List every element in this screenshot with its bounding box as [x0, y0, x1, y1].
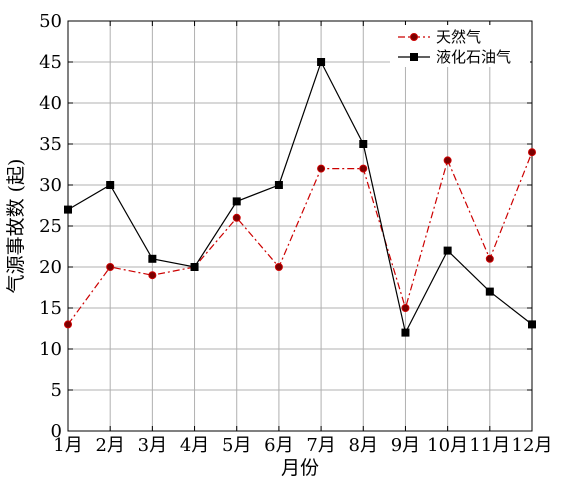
y-tick-label: 35 — [39, 134, 62, 155]
grid — [68, 21, 532, 431]
y-tick-label: 25 — [39, 216, 62, 237]
x-tick-label: 9月 — [391, 435, 420, 456]
data-point-lpg — [443, 246, 452, 255]
data-point-natural-gas — [401, 304, 410, 312]
x-tick-label: 8月 — [349, 435, 378, 456]
data-point-lpg — [401, 328, 410, 337]
x-tick-label: 7月 — [306, 435, 335, 456]
data-point-natural-gas — [64, 320, 72, 329]
legend: 天然气 液化石油气 — [390, 25, 530, 67]
x-tick-label: 2月 — [95, 435, 124, 456]
data-point-lpg — [317, 58, 326, 66]
legend-marker-natural-gas — [410, 33, 418, 41]
data-point-natural-gas — [274, 263, 283, 271]
y-tick-label: 0 — [51, 421, 62, 442]
y-axis: 0 5 10 15 20 25 30 35 40 45 50 — [39, 11, 532, 442]
series-line-natural-gas — [67, 151, 533, 325]
x-tick-label: 10月 — [427, 435, 468, 456]
x-axis-title: 月份 — [281, 457, 319, 479]
data-point-lpg — [274, 181, 283, 189]
x-tick-label: 5月 — [222, 435, 251, 456]
y-tick-label: 50 — [39, 11, 62, 32]
data-point-lpg — [64, 205, 72, 214]
data-point-lpg — [190, 263, 199, 271]
x-tick-label: 1月 — [53, 435, 82, 456]
y-tick-label: 45 — [39, 52, 62, 73]
x-tick-label: 6月 — [264, 435, 293, 456]
x-tick-label: 11月 — [469, 435, 510, 456]
legend-label-lpg: 液化石油气 — [436, 48, 511, 66]
data-point-natural-gas — [317, 164, 326, 173]
series-line-lpg — [67, 60, 533, 335]
y-tick-label: 40 — [39, 93, 62, 114]
y-tick-label: 15 — [39, 298, 62, 319]
x-axis: 1月 2月 3月 4月 5月 6月 7月 8月 9月 10月 11月 12月 — [53, 21, 552, 456]
x-tick-label: 12月 — [512, 435, 553, 456]
data-point-lpg — [528, 320, 536, 329]
data-point-natural-gas — [106, 263, 115, 271]
y-tick-label: 5 — [51, 380, 62, 401]
series-lpg — [64, 58, 536, 337]
data-point-natural-gas — [485, 254, 494, 263]
data-point-natural-gas — [148, 271, 157, 280]
data-point-lpg — [485, 287, 494, 296]
legend-marker-lpg — [410, 53, 418, 61]
data-point-natural-gas — [232, 213, 241, 222]
y-tick-label: 20 — [39, 257, 62, 278]
data-point-lpg — [148, 254, 157, 263]
data-point-natural-gas — [359, 164, 368, 173]
series-group — [64, 58, 536, 337]
data-point-natural-gas — [443, 156, 452, 165]
y-tick-label: 30 — [39, 175, 62, 196]
x-tick-label: 3月 — [138, 435, 167, 456]
series-natural-gas — [64, 148, 536, 329]
y-axis-title: 气源事故数 (起) — [5, 159, 27, 294]
x-tick-label: 4月 — [180, 435, 209, 456]
data-point-natural-gas — [528, 148, 536, 157]
y-tick-label: 10 — [39, 339, 62, 360]
data-point-lpg — [359, 140, 368, 148]
data-point-lpg — [106, 181, 115, 189]
legend-label-natural-gas: 天然气 — [436, 28, 481, 46]
data-point-lpg — [232, 197, 241, 206]
